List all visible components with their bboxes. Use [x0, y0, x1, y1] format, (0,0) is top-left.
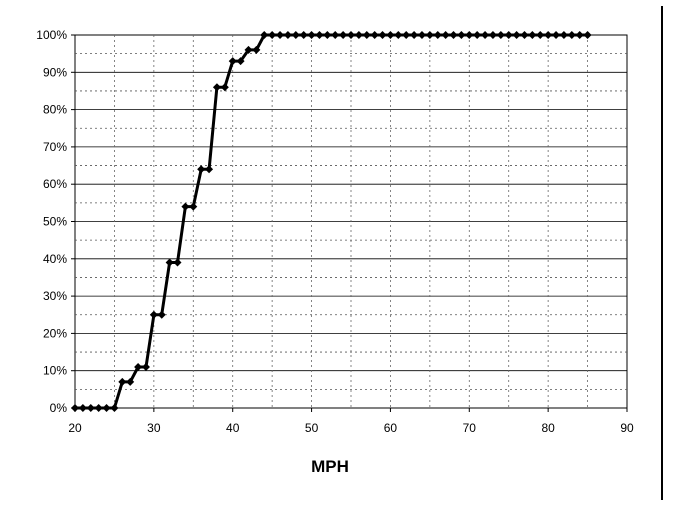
data-point	[323, 31, 332, 39]
data-point	[536, 31, 545, 39]
data-point	[299, 31, 308, 39]
data-point	[362, 31, 371, 39]
x-tick-label: 30	[147, 421, 161, 435]
y-tick-label: 70%	[43, 140, 67, 154]
data-point	[583, 31, 592, 39]
data-point	[173, 258, 182, 267]
data-point	[347, 31, 355, 39]
data-point	[339, 31, 348, 39]
y-tick-label: 40%	[43, 252, 67, 266]
data-point	[378, 31, 387, 39]
data-point	[307, 31, 316, 39]
x-tick-label: 80	[541, 421, 555, 435]
data-point	[165, 258, 174, 267]
data-point	[244, 45, 253, 54]
data-point	[488, 31, 497, 39]
data-point	[441, 31, 450, 39]
data-point	[402, 31, 411, 39]
data-point	[496, 31, 505, 39]
data-point	[544, 31, 553, 39]
data-point	[118, 377, 127, 386]
y-tick-label: 10%	[43, 364, 67, 378]
grid	[75, 35, 627, 408]
data-point	[102, 404, 111, 412]
data-point	[86, 404, 95, 412]
data-point	[528, 31, 537, 39]
y-tick-label: 20%	[43, 326, 67, 340]
data-point	[457, 31, 466, 39]
data-point	[410, 31, 419, 39]
data-point	[134, 362, 143, 371]
data-point	[449, 31, 458, 39]
data-point	[433, 31, 442, 39]
data-point	[181, 202, 190, 211]
y-tick-label: 30%	[43, 289, 67, 303]
x-tick-labels: 20 30 40 50 60 70 80 90	[68, 408, 634, 435]
data-point	[78, 404, 87, 412]
data-point	[425, 31, 434, 39]
data-point	[268, 31, 277, 39]
y-tick-label: 90%	[43, 65, 67, 79]
data-point	[141, 362, 150, 371]
data-point	[331, 31, 340, 39]
series-markers	[71, 31, 592, 412]
x-tick-label: 50	[305, 421, 319, 435]
data-point	[212, 83, 221, 92]
data-point	[354, 31, 363, 39]
x-axis-title: MPH	[311, 457, 349, 476]
x-tick-label: 20	[68, 421, 82, 435]
data-point	[481, 31, 490, 39]
data-point	[512, 31, 521, 39]
data-point	[575, 31, 584, 39]
data-point	[149, 310, 158, 319]
data-point	[283, 31, 292, 39]
data-point	[228, 57, 237, 66]
data-point	[473, 31, 482, 39]
data-point	[126, 377, 135, 386]
data-point	[552, 31, 561, 39]
data-point	[236, 57, 245, 66]
data-point	[276, 31, 285, 39]
page-right-rule	[661, 6, 663, 500]
x-tick-label: 40	[226, 421, 240, 435]
data-point	[465, 31, 474, 39]
y-tick-labels: 0% 10% 20% 30% 40% 50% 60% 70% 80% 90% 100%	[36, 28, 75, 415]
data-point	[315, 31, 324, 39]
data-point	[291, 31, 300, 39]
data-point	[71, 404, 79, 412]
data-point	[94, 404, 103, 412]
data-point	[252, 45, 261, 54]
y-tick-label: 80%	[43, 103, 67, 117]
data-point	[394, 31, 403, 39]
data-point	[417, 31, 426, 39]
data-point	[520, 31, 529, 39]
data-point	[386, 31, 395, 39]
y-tick-label: 100%	[36, 28, 67, 42]
y-tick-label: 60%	[43, 177, 67, 191]
data-point	[157, 310, 166, 319]
data-point	[197, 165, 206, 174]
x-tick-label: 60	[384, 421, 398, 435]
data-point	[260, 31, 269, 39]
data-point	[205, 165, 214, 174]
x-tick-label: 70	[463, 421, 477, 435]
y-tick-label: 0%	[50, 401, 68, 415]
data-point	[220, 83, 229, 92]
x-tick-label: 90	[620, 421, 634, 435]
y-tick-label: 50%	[43, 215, 67, 229]
data-point	[559, 31, 568, 39]
data-point	[189, 202, 198, 211]
data-point	[567, 31, 576, 39]
data-point	[110, 404, 119, 412]
data-point	[504, 31, 513, 39]
data-point	[370, 31, 379, 39]
